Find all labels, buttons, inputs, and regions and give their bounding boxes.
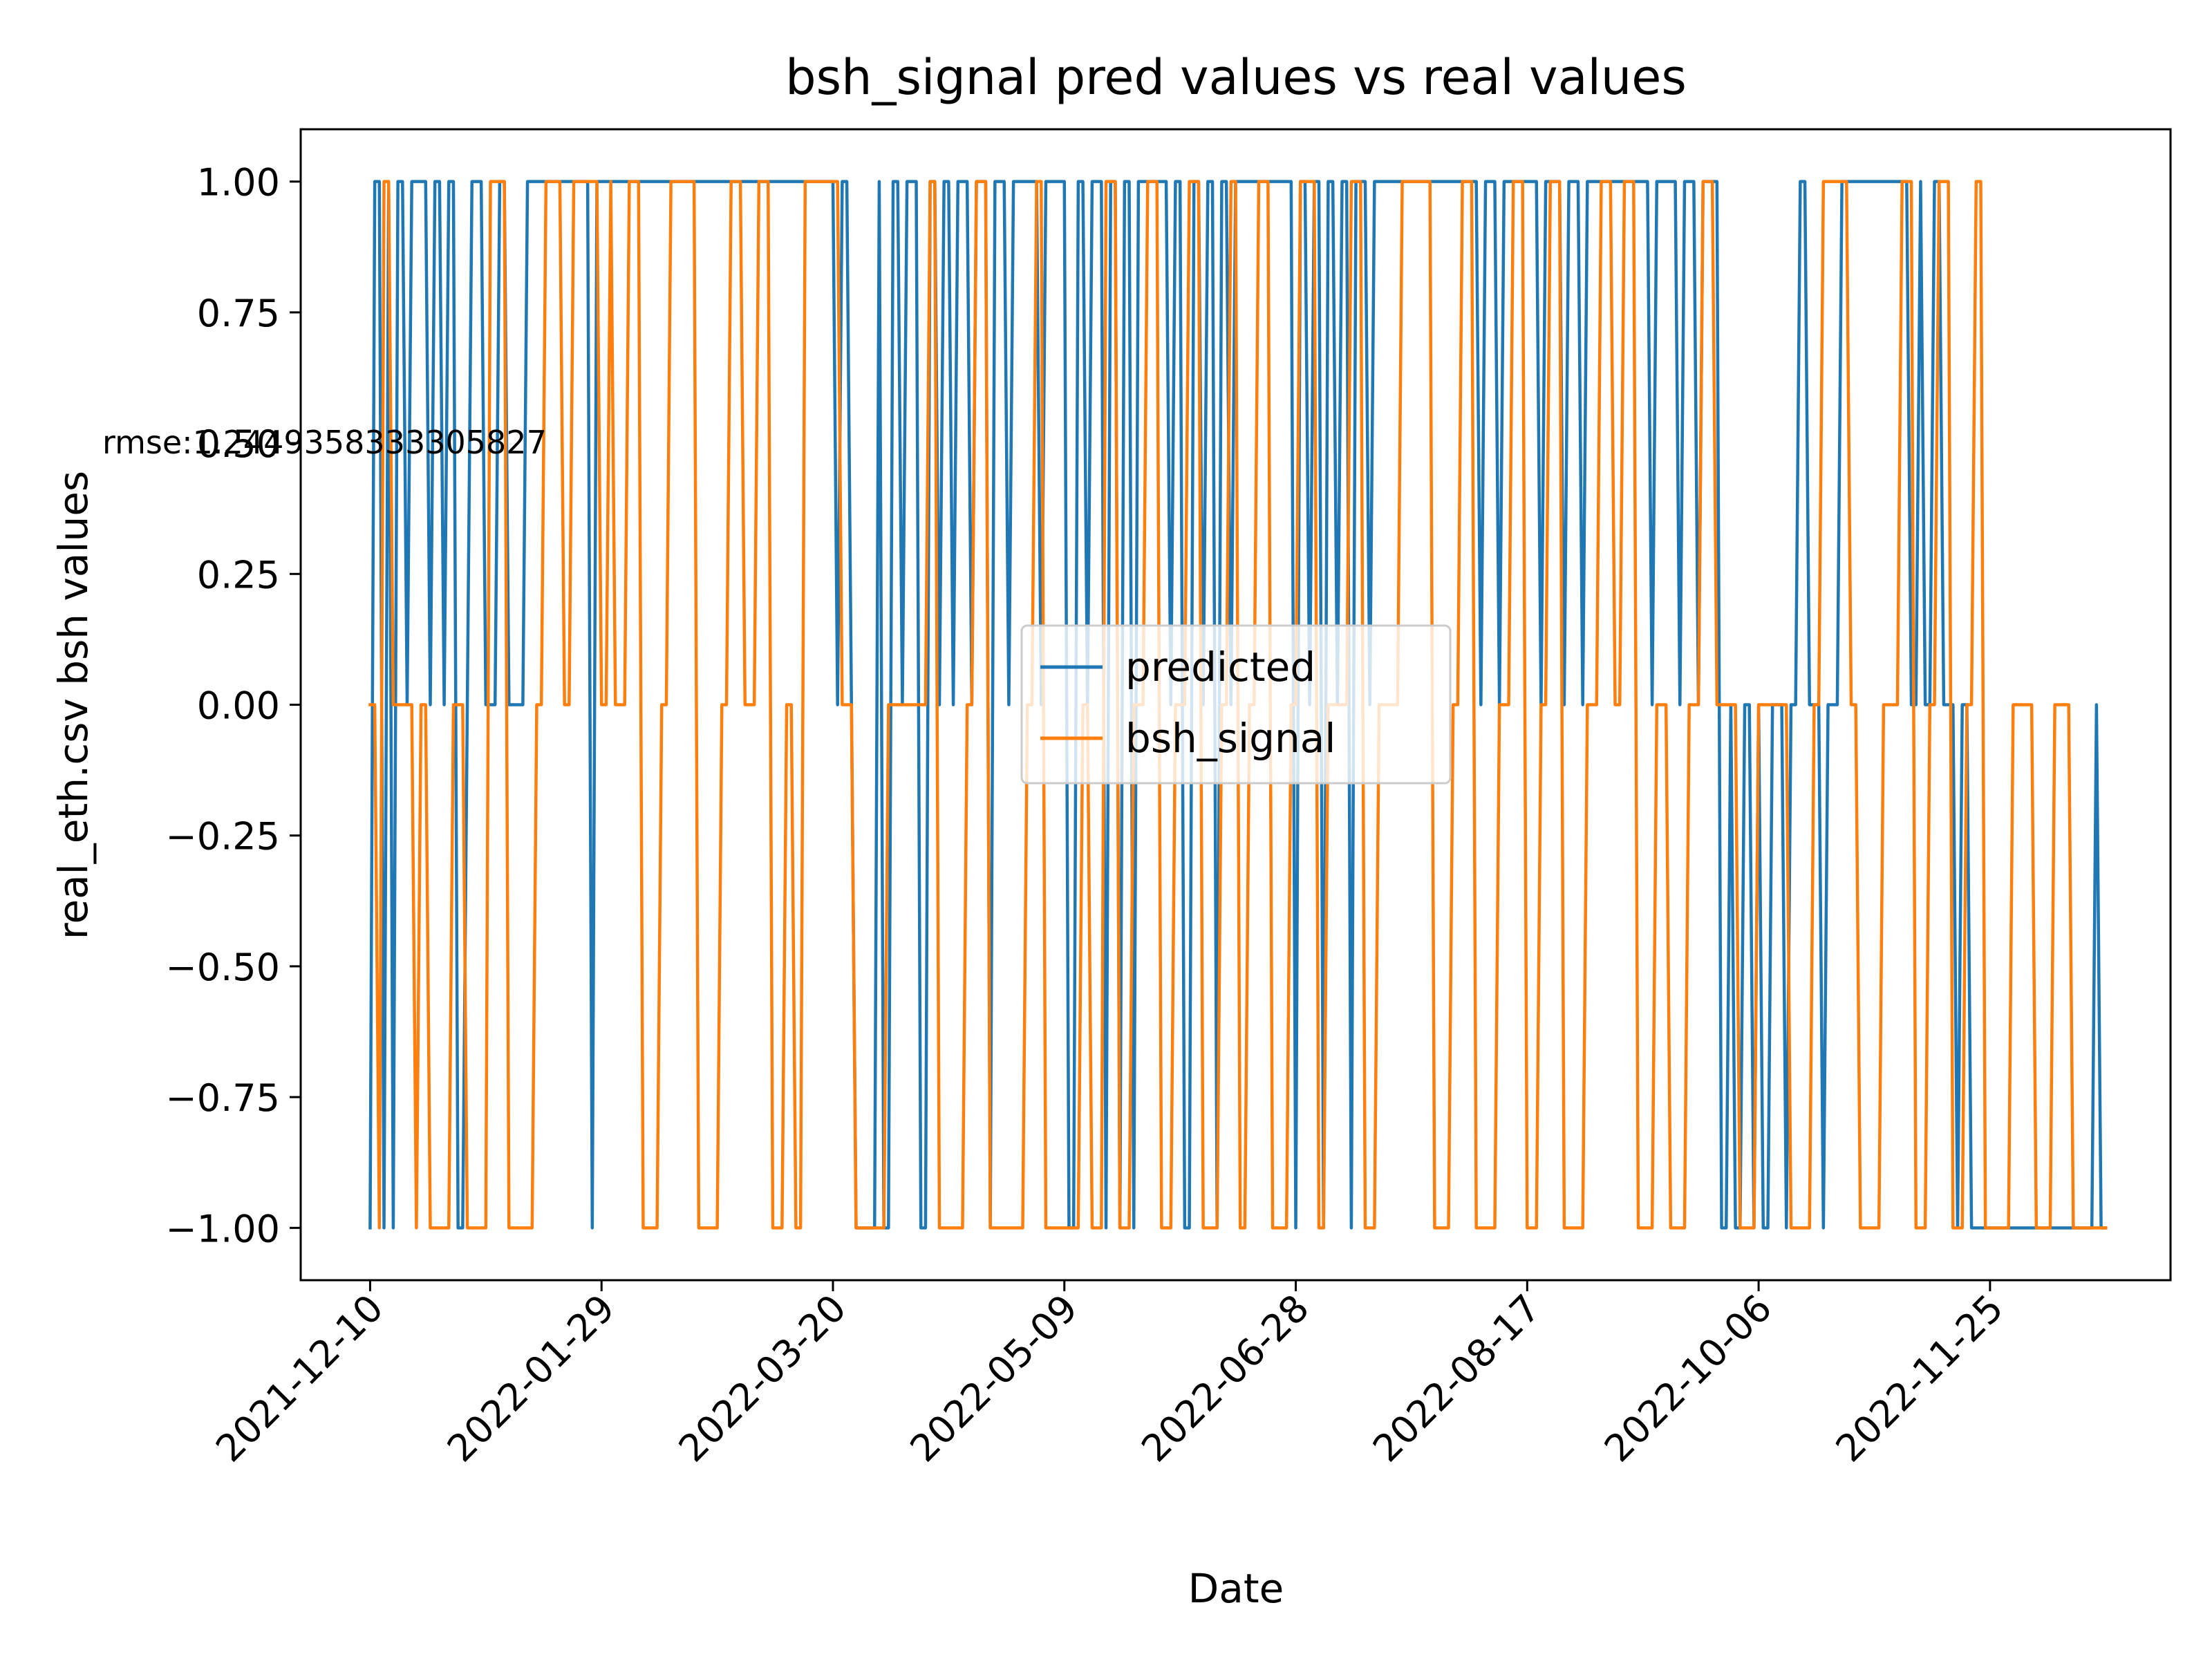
y-tick-label: −0.75 [166, 1076, 280, 1120]
y-axis-ticks: 1.00 0.75 0.50 0.25 0.00 −0.25 −0.50 −0.75 −1.00 [166, 161, 301, 1250]
y-tick-label: −1.00 [166, 1207, 280, 1250]
legend-label: bsh_signal [1125, 715, 1335, 762]
y-tick-label: −0.50 [166, 946, 280, 989]
rmse-annotation: rmse:1.2449358333305827 [102, 424, 547, 461]
y-tick-label: 0.00 [197, 684, 280, 728]
y-axis-label: real_eth.csv bsh values [50, 471, 97, 939]
y-tick-label: 1.00 [197, 161, 280, 205]
y-tick-label: 0.75 [197, 292, 280, 335]
y-tick-label: −0.25 [166, 815, 280, 859]
y-tick-label: 0.25 [197, 553, 280, 597]
legend-label: predicted [1125, 644, 1315, 691]
legend: predicted bsh_signal [1020, 624, 1452, 785]
legend-box [1020, 624, 1452, 785]
chart-title: bsh_signal pred values vs real values [785, 49, 1687, 106]
y-tick-label: 0.50 [197, 422, 280, 466]
x-axis-label: Date [1188, 1565, 1284, 1612]
